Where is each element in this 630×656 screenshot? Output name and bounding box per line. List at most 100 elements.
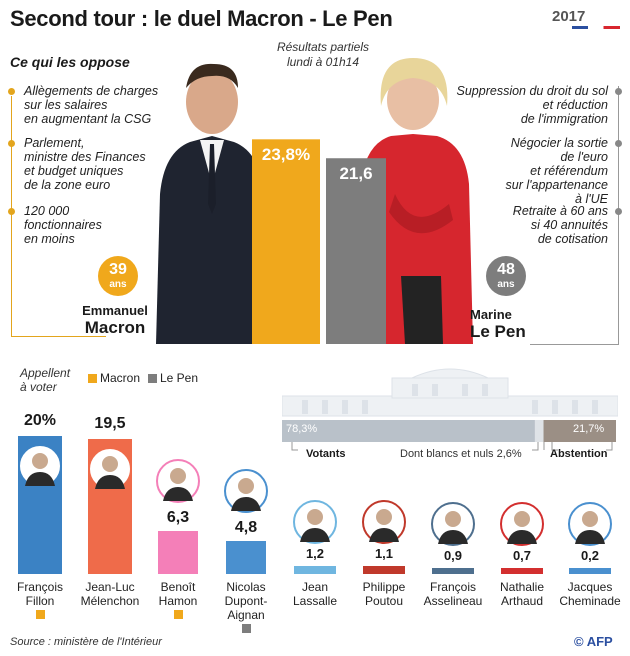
- lepen-point-dot: [615, 208, 622, 215]
- candidate-photo: [362, 500, 406, 545]
- macron-portrait: [156, 63, 268, 344]
- lepen-point: Suppression du droit du sol et réduction d…: [420, 84, 608, 126]
- point-line: sur l'appartenance: [505, 178, 608, 192]
- candidate-photo: [224, 468, 268, 513]
- candidate-photo: [568, 502, 612, 546]
- candidate-name-line: Mélenchon: [80, 594, 140, 608]
- candidate-bar: [432, 567, 474, 574]
- candidate-name-line: Cheminade: [559, 594, 621, 608]
- candidate-value: 1,2: [305, 545, 325, 561]
- macron-timeline-line: [11, 96, 12, 336]
- votants-value: 78,3%: [286, 423, 318, 435]
- macron-age-badge: 39 ans: [98, 256, 138, 296]
- candidate-value: 0,9: [443, 547, 463, 563]
- candidate-value: 19,5: [94, 415, 126, 433]
- candidate-value: 1,1: [374, 546, 394, 562]
- point-line: Suppression du droit du sol: [456, 84, 608, 98]
- candidate-bar: [569, 568, 611, 574]
- candidate-name: Nicolas Dupont- Aignan: [210, 580, 282, 622]
- macron-point: Allègements de charges sur les salaires en…: [24, 84, 214, 126]
- afp-credit: © AFP: [574, 634, 613, 649]
- lepen-result-label: 21,6: [339, 164, 373, 184]
- duel-bar-1: [326, 158, 386, 344]
- candidate-name-line: François: [429, 580, 476, 594]
- point-line: en augmentant la CSG: [24, 112, 152, 126]
- candidate-photo: [88, 447, 132, 492]
- candidate-name-line: Dupont-: [224, 594, 268, 608]
- candidate-value: 20%: [23, 412, 57, 429]
- page-title: Second tour : le duel Macron - Le Pen: [10, 6, 393, 31]
- macron-point-dot: [8, 208, 15, 215]
- candidate-bar: [158, 530, 198, 574]
- abstention-segment: [543, 420, 616, 442]
- person-icon: [575, 511, 605, 544]
- point-line: et référendum: [530, 164, 608, 178]
- lepen-name: Marine Le Pen: [470, 307, 526, 341]
- point-line: 120 000: [24, 204, 70, 218]
- point-line: Allègements de charges: [24, 84, 159, 98]
- call-to-vote-marker: [174, 610, 183, 619]
- candidate-photo: [18, 444, 62, 488]
- candidate-bar: [363, 566, 405, 574]
- blancs-label: Dont blancs et nuls 2,6%: [400, 448, 522, 460]
- point-line: de l'euro: [560, 150, 608, 164]
- person-icon: [507, 511, 537, 544]
- appeal-label: Appellent à voter: [20, 366, 71, 394]
- section-subtitle: Ce qui les oppose: [10, 54, 130, 70]
- legend-lepen-label: Le Pen: [160, 371, 199, 385]
- person-icon: [163, 467, 193, 501]
- person-icon: [25, 453, 55, 486]
- point-line: Parlement,: [24, 136, 85, 150]
- candidate-name-line: Jean-Luc: [85, 580, 135, 594]
- duel-bar-0: [252, 139, 320, 344]
- legend-macron-swatch: [88, 374, 97, 383]
- candidate-name-line: Benoît: [160, 580, 196, 594]
- logo-flag-icon: [572, 26, 620, 29]
- point-line: fonctionnaires: [24, 218, 102, 232]
- point-line: de cotisation: [537, 232, 608, 246]
- candidate-name-line: Nicolas: [226, 580, 266, 594]
- lepen-age-badge: 48 ans: [486, 256, 526, 296]
- legend-lepen-swatch: [148, 374, 157, 383]
- point-line: de la zone euro: [24, 178, 111, 192]
- candidate-photo: [431, 501, 475, 546]
- candidate-photo: [156, 458, 200, 503]
- candidate-name-line: Aignan: [227, 608, 265, 622]
- candidate-name: Jean-Luc Mélenchon: [74, 580, 146, 608]
- candidate-name-line: Poutou: [364, 594, 404, 608]
- source-note: Source : ministère de l'Intérieur: [10, 636, 162, 648]
- candidate-name-line: François: [16, 580, 63, 594]
- macron-name: Emmanuel Macron: [82, 303, 148, 337]
- point-line: et budget uniques: [24, 164, 124, 178]
- duel-chart: [252, 139, 386, 344]
- lepen-timeline-line: [618, 86, 619, 344]
- candidate-name: Jean Lassalle: [279, 580, 351, 608]
- call-to-vote-marker: [242, 624, 251, 633]
- candidate-name-line: Philippe: [362, 580, 406, 594]
- point-line: en moins: [24, 232, 75, 246]
- person-icon: [231, 477, 261, 511]
- candidate-bar: [226, 540, 266, 574]
- lepen-point: Négocier la sortie de l'euro et référendum…: [420, 136, 608, 206]
- candidate-photo: [500, 502, 544, 546]
- person-icon: [369, 509, 399, 543]
- candidate-photo: [293, 499, 337, 544]
- call-to-vote-marker: [36, 610, 45, 619]
- candidate-name-line: Nathalie: [499, 580, 545, 594]
- candidate-name: Nathalie Arthaud: [486, 580, 558, 608]
- elysee-building-icon: [282, 368, 618, 417]
- macron-point-dot: [8, 88, 15, 95]
- candidate-value: 6,3: [166, 508, 190, 526]
- point-line: à l'UE: [575, 192, 608, 206]
- point-line: et réduction: [542, 98, 608, 112]
- point-line: Négocier la sortie: [510, 136, 608, 150]
- point-line: sur les salaires: [24, 98, 108, 112]
- candidate-name-line: Jacques: [567, 580, 613, 594]
- macron-timeline-base: [11, 336, 106, 337]
- turnout-bar: [282, 420, 616, 442]
- candidate-name-line: Jean: [301, 580, 329, 594]
- candidate-bar: [294, 565, 336, 574]
- person-icon: [95, 456, 125, 490]
- lepen-point: Retraite à 60 ans si 40 annuités de cotisa…: [420, 204, 608, 246]
- candidate-name-line: Arthaud: [500, 594, 544, 608]
